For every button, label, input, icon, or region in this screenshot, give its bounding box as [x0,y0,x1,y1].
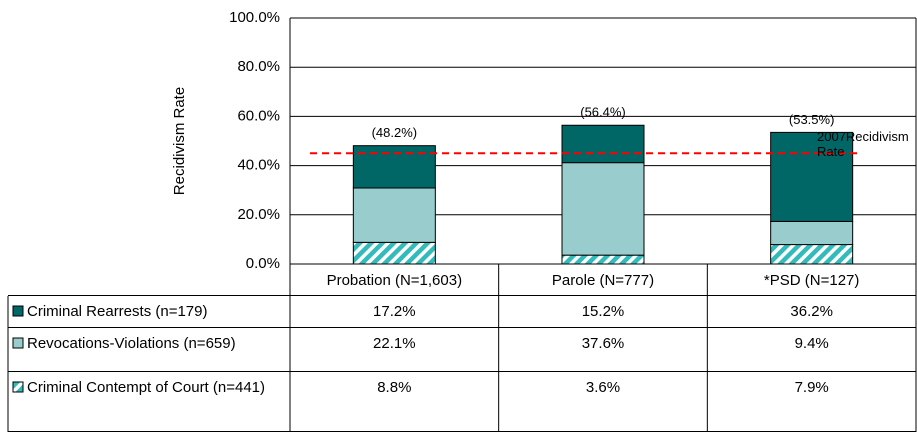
table-value: 3.6% [586,379,620,396]
legend-label: Criminal Contempt of Court (n=441) [27,379,266,396]
total-label: (53.5%) [789,112,835,127]
legend-label: Criminal Rearrests (n=179) [27,303,208,320]
bar-segment [352,187,436,243]
bar-segment [352,145,436,189]
table-value: 37.6% [582,335,625,352]
x-tick-label: Probation (N=1,603) [327,272,463,289]
table-value: 22.1% [373,335,416,352]
y-tick-label: 80.0% [237,58,280,75]
y-tick-label: 100.0% [229,9,280,26]
table-value: 17.2% [373,303,416,320]
legend-label: Revocations-Violations (n=659) [27,335,236,352]
table-value: 15.2% [582,303,625,320]
legend-swatch [12,305,24,317]
legend-swatch [12,337,24,349]
table-value: 8.8% [377,379,411,396]
x-tick-label: *PSD (N=127) [764,272,859,289]
total-label: (56.4%) [580,105,626,120]
reference-line-label: 2007Recidivism Rate [817,129,909,160]
bar-segment [561,162,645,256]
y-tick-label: 0.0% [246,255,280,272]
table-value: 7.9% [795,379,829,396]
total-label: (48.2%) [372,125,418,140]
bar-segment [561,254,645,265]
y-tick-label: 60.0% [237,107,280,124]
table-value: 36.2% [790,303,833,320]
bar-segment [770,244,854,265]
bar-segment [352,241,436,265]
legend-swatch [12,381,24,393]
y-tick-label: 20.0% [237,206,280,223]
y-axis-label: Recidivism Rate [171,87,188,195]
bar-segment [770,131,854,222]
table-value: 9.4% [795,335,829,352]
bar-segment [770,220,854,246]
bar-segment [561,124,645,164]
y-tick-label: 40.0% [237,157,280,174]
x-tick-label: Parole (N=777) [552,272,654,289]
